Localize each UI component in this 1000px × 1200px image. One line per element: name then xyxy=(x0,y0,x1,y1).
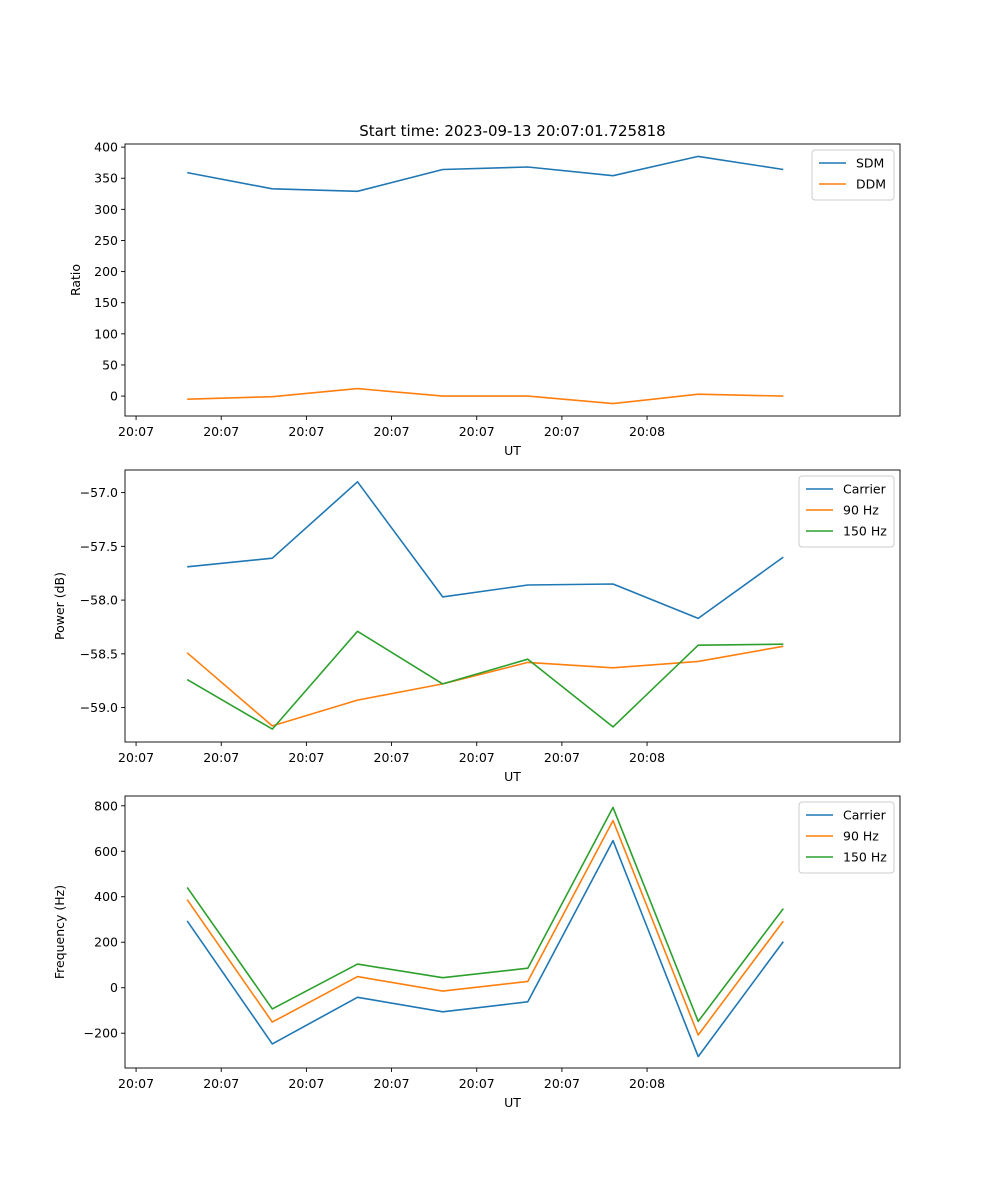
x-tick-label-1-2: 20:07 xyxy=(203,424,239,439)
x-tick-label-3-1: 20:07 xyxy=(118,1076,154,1091)
y-tick-label-1-4: 150 xyxy=(94,295,118,310)
y-axis-label-2: Power (dB) xyxy=(52,572,67,640)
y-axis-label-3: Frequency (Hz) xyxy=(52,885,67,979)
panels: 0 50 100 150 200 250 300 350 400 20:07 20:07 20:07 2… xyxy=(52,140,901,1110)
legend-label-1-2: DDM xyxy=(856,177,886,192)
x-tick-label-2-7: 20:08 xyxy=(629,750,665,765)
y-tick-label-3-5: 600 xyxy=(94,844,118,859)
axes-frame-2 xyxy=(124,469,901,743)
chart-panel-2: −59.0 −58.5 −58.0 −57.5 −57.0 20:07 20:07 20:07… xyxy=(52,469,901,784)
x-tick-label-1-7: 20:08 xyxy=(629,424,665,439)
series-line-3-3 xyxy=(186,806,784,1023)
x-tick-label-1-6: 20:07 xyxy=(544,424,580,439)
x-axis-label-2: UT xyxy=(504,769,521,784)
x-tick-label-3-4: 20:07 xyxy=(374,1076,410,1091)
legend-label-1-1: SDM xyxy=(856,156,884,171)
y-tick-label-1-8: 350 xyxy=(94,171,118,186)
chart-panel-1: 0 50 100 150 200 250 300 350 400 20:07 20:07 20:07 2… xyxy=(68,140,901,458)
x-tick-label-2-4: 20:07 xyxy=(374,750,410,765)
series-line-1-2 xyxy=(187,387,784,405)
y-tick-label-1-9: 400 xyxy=(94,140,118,155)
x-tick-label-1-1: 20:07 xyxy=(118,424,154,439)
y-tick-label-2-5: −57.0 xyxy=(80,485,118,500)
x-tick-label-3-3: 20:07 xyxy=(288,1076,324,1091)
y-tick-label-2-3: −58.0 xyxy=(80,593,118,608)
axes-frame-3 xyxy=(124,795,901,1069)
y-tick-label-1-3: 100 xyxy=(94,326,118,341)
y-tick-label-1-7: 300 xyxy=(94,202,118,217)
y-tick-label-1-5: 200 xyxy=(94,264,118,279)
x-tick-label-3-2: 20:07 xyxy=(203,1076,239,1091)
y-tick-label-3-1: −200 xyxy=(84,1026,118,1041)
y-tick-label-3-3: 200 xyxy=(94,935,118,950)
x-tick-label-1-3: 20:07 xyxy=(288,424,324,439)
x-axis-label-1: UT xyxy=(504,443,521,458)
legend-label-2-1: Carrier xyxy=(843,482,887,497)
y-tick-label-1-6: 250 xyxy=(94,233,118,248)
legend-box-3 xyxy=(798,801,895,874)
x-tick-label-3-6: 20:07 xyxy=(544,1076,580,1091)
legend-label-3-1: Carrier xyxy=(843,808,887,823)
x-tick-label-1-5: 20:07 xyxy=(459,424,495,439)
y-axis-label-1: Ratio xyxy=(68,264,83,296)
legend-label-3-2: 90 Hz xyxy=(843,829,879,844)
series-line-2-3 xyxy=(186,630,784,730)
x-tick-label-1-4: 20:07 xyxy=(374,424,410,439)
x-tick-label-2-5: 20:07 xyxy=(459,750,495,765)
x-tick-label-3-5: 20:07 xyxy=(459,1076,495,1091)
x-tick-label-2-3: 20:07 xyxy=(288,750,324,765)
legend-label-2-3: 150 Hz xyxy=(843,524,887,539)
y-tick-label-2-2: −58.5 xyxy=(80,646,118,661)
y-tick-label-2-1: −59.0 xyxy=(80,700,118,715)
legend-1: SDM DDM xyxy=(811,149,895,201)
y-tick-label-3-2: 0 xyxy=(110,980,118,995)
chart-panel-3: −200 0 200 400 600 800 20:07 20:07 20:07 20:07 20:… xyxy=(52,795,901,1110)
legend-label-3-3: 150 Hz xyxy=(843,850,887,865)
y-tick-label-3-6: 800 xyxy=(94,798,118,813)
series-line-3-2 xyxy=(186,819,784,1036)
series-line-3-1 xyxy=(186,839,784,1058)
y-tick-label-2-4: −57.5 xyxy=(80,539,118,554)
legend-box-2 xyxy=(798,475,895,548)
legend-3: Carrier 90 Hz 150 Hz xyxy=(798,801,895,874)
axes-frame-1 xyxy=(124,143,901,417)
series-line-2-2 xyxy=(186,645,784,727)
x-axis-label-3: UT xyxy=(504,1095,521,1110)
x-tick-label-2-1: 20:07 xyxy=(118,750,154,765)
series-line-2-1 xyxy=(187,480,784,620)
legend-label-2-2: 90 Hz xyxy=(843,503,879,518)
series-line-1-1 xyxy=(187,155,784,193)
legend-2: Carrier 90 Hz 150 Hz xyxy=(798,475,895,548)
x-tick-label-2-6: 20:07 xyxy=(544,750,580,765)
figure-title: Start time: 2023-09-13 20:07:01.725818 xyxy=(359,122,665,140)
x-tick-label-3-7: 20:08 xyxy=(629,1076,665,1091)
y-tick-label-1-1: 0 xyxy=(110,389,118,404)
x-tick-label-2-2: 20:07 xyxy=(203,750,239,765)
y-tick-label-3-4: 400 xyxy=(94,889,118,904)
y-tick-label-1-2: 50 xyxy=(102,357,118,372)
